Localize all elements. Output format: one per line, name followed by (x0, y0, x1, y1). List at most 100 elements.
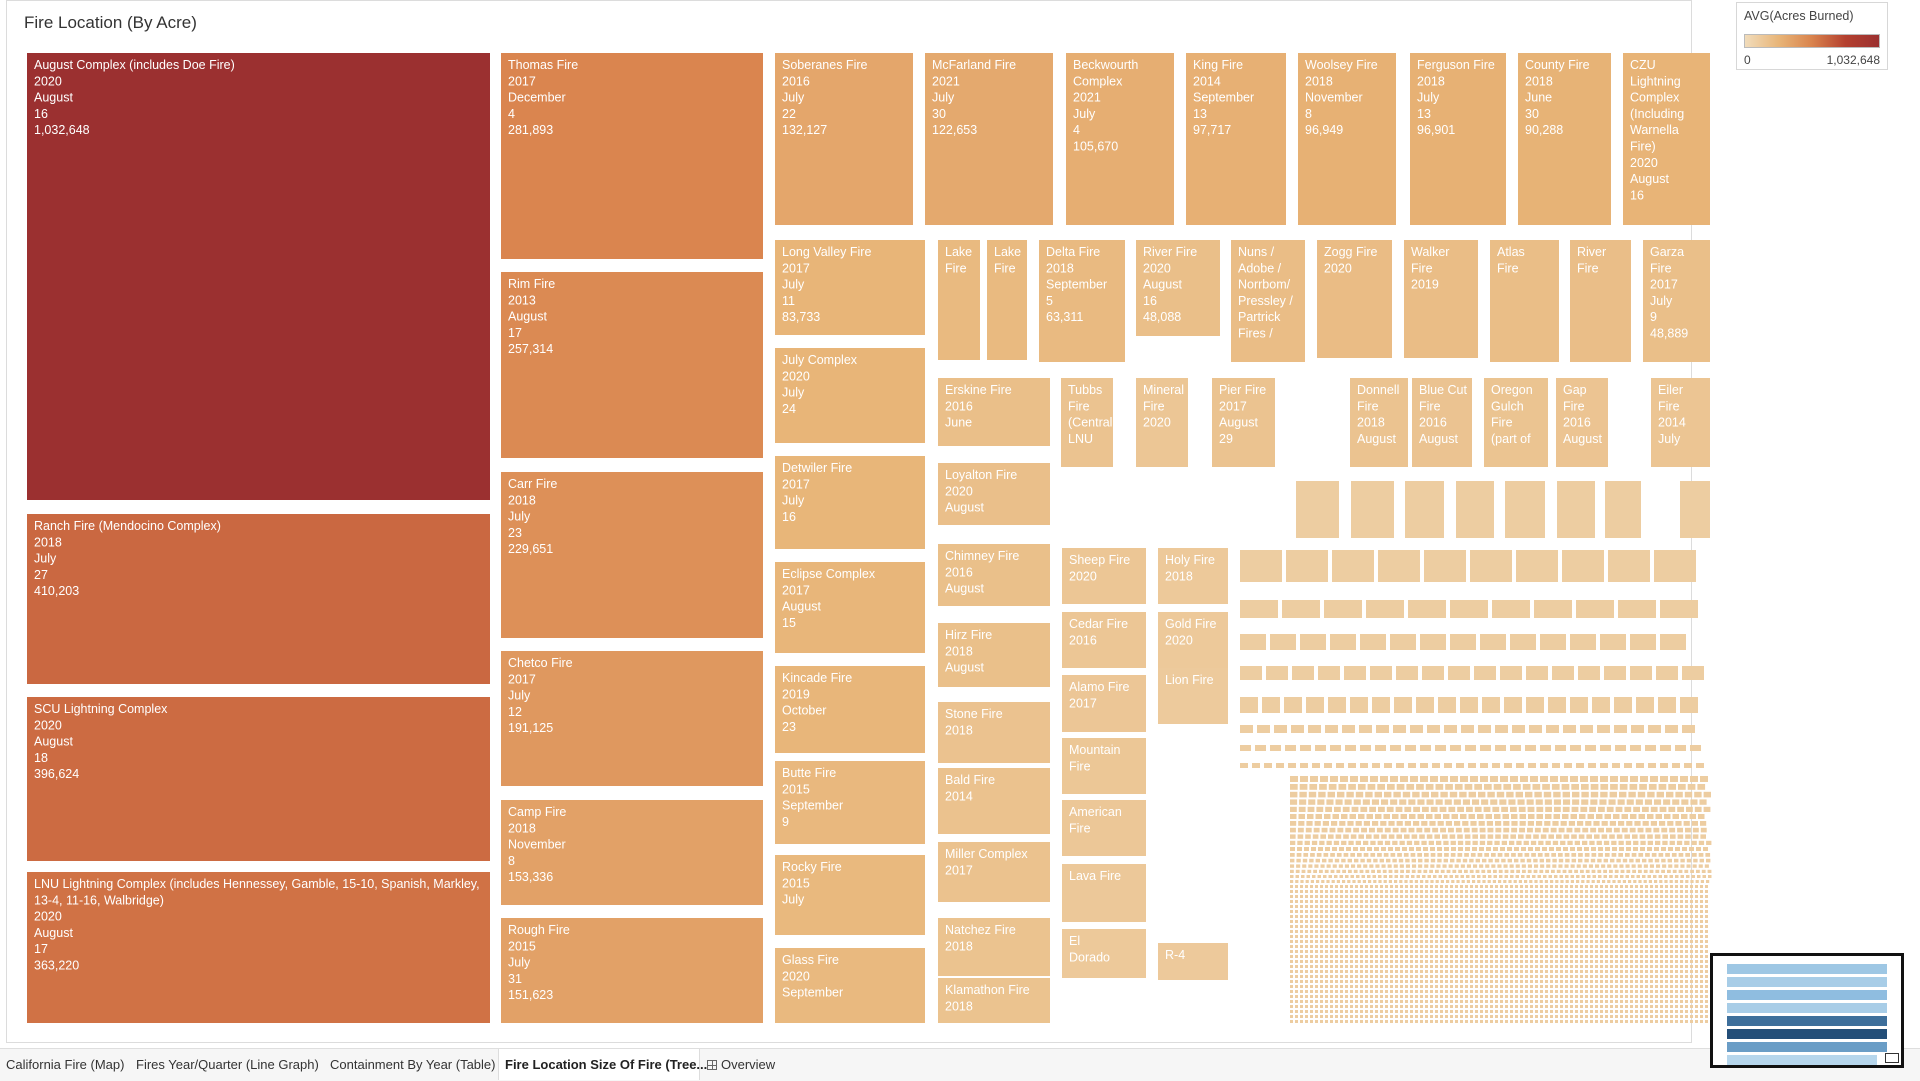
treemap-small-cell[interactable] (1581, 791, 1589, 798)
treemap-small-cell[interactable] (1365, 960, 1368, 963)
treemap-small-cell[interactable] (1505, 1015, 1508, 1018)
treemap-cell-rect[interactable] (1651, 378, 1710, 467)
treemap-small-cell[interactable] (1355, 930, 1358, 933)
treemap-small-cell[interactable] (1510, 940, 1513, 943)
treemap-small-cell[interactable] (1655, 920, 1658, 923)
treemap-small-cell[interactable] (1307, 806, 1315, 812)
treemap-small-cell[interactable] (1600, 890, 1603, 893)
treemap-small-cell[interactable] (1465, 905, 1468, 908)
treemap-small-cell[interactable] (1661, 827, 1668, 833)
treemap-small-cell[interactable] (1570, 1015, 1573, 1018)
treemap-small-cell[interactable] (1460, 940, 1463, 943)
treemap-small-cell[interactable] (1450, 910, 1453, 913)
tab-california-fire-map[interactable]: California Fire (Map) (6, 1057, 125, 1072)
treemap-small-cell[interactable] (1240, 763, 1248, 768)
treemap-small-cell[interactable] (1640, 980, 1643, 983)
treemap-small-cell[interactable] (1570, 905, 1573, 908)
treemap-small-cell[interactable] (1455, 1000, 1458, 1003)
treemap-small-cell[interactable] (1375, 960, 1378, 963)
treemap-small-cell[interactable] (1345, 950, 1348, 953)
treemap-small-cell[interactable] (1585, 965, 1588, 968)
treemap-small-cell[interactable] (1665, 995, 1668, 998)
treemap-small-cell[interactable] (1680, 890, 1683, 893)
treemap-small-cell[interactable] (1378, 875, 1382, 878)
treemap-small-cell[interactable] (1515, 1015, 1518, 1018)
treemap-small-cell[interactable] (1650, 995, 1653, 998)
treemap-small-cell[interactable] (1380, 915, 1383, 918)
treemap-small-cell[interactable] (1570, 930, 1573, 933)
treemap-cell[interactable]: Ranch Fire (Mendocino Complex) 2018 July 27… (27, 514, 490, 684)
treemap-small-cell[interactable] (1540, 634, 1566, 650)
treemap-small-cell[interactable] (1545, 950, 1548, 953)
treemap-small-cell[interactable] (1440, 776, 1448, 782)
treemap-small-cell[interactable] (1385, 975, 1388, 978)
treemap-small-cell[interactable] (1316, 806, 1324, 812)
treemap-small-cell[interactable] (1470, 915, 1473, 918)
treemap-small-cell[interactable] (1405, 1010, 1408, 1013)
treemap-small-cell[interactable] (1360, 950, 1363, 953)
treemap-small-cell[interactable] (1315, 895, 1318, 898)
treemap-small-cell[interactable] (1461, 725, 1474, 733)
treemap-small-cell[interactable] (1455, 975, 1458, 978)
treemap-small-cell[interactable] (1325, 725, 1338, 733)
treemap-cell-rect[interactable] (938, 623, 1050, 687)
treemap-small-cell[interactable] (1381, 799, 1389, 805)
treemap-small-cell[interactable] (1585, 995, 1588, 998)
treemap-small-cell[interactable] (1305, 980, 1308, 983)
treemap-small-cell[interactable] (1425, 950, 1428, 953)
treemap-small-cell[interactable] (1610, 1000, 1613, 1003)
treemap-small-cell[interactable] (1366, 814, 1374, 819)
treemap-small-cell[interactable] (1285, 745, 1296, 751)
treemap-small-cell[interactable] (1605, 890, 1608, 893)
treemap-small-cell[interactable] (1408, 827, 1415, 833)
treemap-small-cell[interactable] (1411, 858, 1416, 863)
treemap-small-cell[interactable] (1680, 875, 1685, 878)
treemap-small-cell[interactable] (1675, 935, 1678, 938)
treemap-small-cell[interactable] (1470, 930, 1473, 933)
treemap-small-cell[interactable] (1360, 900, 1363, 903)
treemap-small-cell[interactable] (1297, 827, 1304, 833)
treemap-small-cell[interactable] (1465, 1020, 1468, 1023)
treemap-small-cell[interactable] (1599, 799, 1607, 805)
treemap-small-cell[interactable] (1315, 935, 1318, 938)
treemap-small-cell[interactable] (1355, 885, 1358, 888)
treemap-small-cell[interactable] (1500, 847, 1505, 851)
treemap-small-cell[interactable] (1540, 935, 1543, 938)
treemap-small-cell[interactable] (1675, 900, 1678, 903)
treemap-small-cell[interactable] (1686, 806, 1693, 812)
treemap-small-cell[interactable] (1425, 955, 1428, 958)
treemap-small-cell[interactable] (1345, 895, 1348, 898)
treemap-small-cell[interactable] (1305, 940, 1308, 943)
treemap-small-cell[interactable] (1555, 955, 1558, 958)
treemap-small-cell[interactable] (1420, 945, 1423, 948)
treemap-small-cell[interactable] (1510, 955, 1513, 958)
treemap-small-cell[interactable] (1540, 1015, 1543, 1018)
treemap-small-cell[interactable] (1565, 885, 1568, 888)
treemap-small-cell[interactable] (1685, 955, 1688, 958)
treemap-small-cell[interactable] (1600, 925, 1603, 928)
treemap-small-cell[interactable] (1468, 791, 1476, 798)
treemap-small-cell[interactable] (1510, 910, 1513, 913)
treemap-small-cell[interactable] (1607, 864, 1612, 868)
treemap-small-cell[interactable] (1545, 910, 1548, 913)
treemap-small-cell[interactable] (1390, 990, 1393, 993)
treemap-small-cell[interactable] (1500, 915, 1503, 918)
treemap-small-cell[interactable] (1585, 960, 1588, 963)
treemap-small-cell[interactable] (1532, 875, 1536, 878)
treemap-small-cell[interactable] (1565, 980, 1568, 983)
treemap-small-cell[interactable] (1435, 915, 1438, 918)
treemap-small-cell[interactable] (1295, 970, 1298, 973)
treemap-small-cell[interactable] (1610, 975, 1613, 978)
treemap-small-cell[interactable] (1570, 980, 1573, 983)
treemap-small-cell[interactable] (1603, 869, 1607, 873)
treemap-small-cell[interactable] (1465, 1015, 1468, 1018)
treemap-small-cell[interactable] (1335, 940, 1338, 943)
treemap-small-cell[interactable] (1544, 880, 1548, 883)
treemap-small-cell[interactable] (1629, 784, 1638, 790)
treemap-small-cell[interactable] (1315, 1015, 1318, 1018)
treemap-small-cell[interactable] (1434, 834, 1440, 839)
treemap-small-cell[interactable] (1635, 925, 1638, 928)
treemap-small-cell[interactable] (1300, 880, 1304, 883)
treemap-small-cell[interactable] (1570, 925, 1573, 928)
treemap-small-cell[interactable] (1580, 900, 1583, 903)
